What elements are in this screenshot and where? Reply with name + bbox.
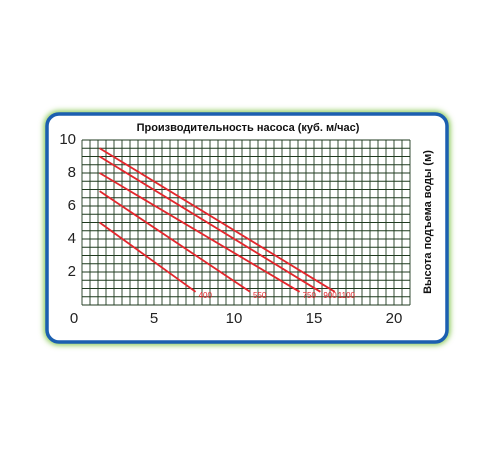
x-tick-label: 0 xyxy=(70,310,78,327)
y-tick-label: 4 xyxy=(68,230,76,247)
y-tick-label: 2 xyxy=(68,263,76,280)
series-label: 400 xyxy=(199,291,213,300)
series-label: 900 xyxy=(323,291,337,300)
series-line xyxy=(99,172,301,293)
y-tick-label: 8 xyxy=(68,164,76,181)
y-tick-label: 6 xyxy=(68,197,76,214)
x-axis-title: Производительность насоса (куб. м/час) xyxy=(137,122,360,134)
x-tick-label: 10 xyxy=(226,310,243,327)
card xyxy=(45,112,449,344)
series-line xyxy=(99,155,321,293)
series-line xyxy=(99,221,197,293)
series-label: 1100 xyxy=(338,291,356,300)
y-tick-label: 10 xyxy=(59,131,76,148)
x-tick-label: 15 xyxy=(306,310,323,327)
x-tick-label: 20 xyxy=(386,310,403,327)
series-line xyxy=(99,190,251,293)
series-label: 750 xyxy=(303,291,317,300)
x-tick-label: 5 xyxy=(150,310,158,327)
series-line xyxy=(99,147,336,293)
series-label: 550 xyxy=(253,291,267,300)
y-axis-title: Высота подъема воды (м) xyxy=(422,150,434,294)
